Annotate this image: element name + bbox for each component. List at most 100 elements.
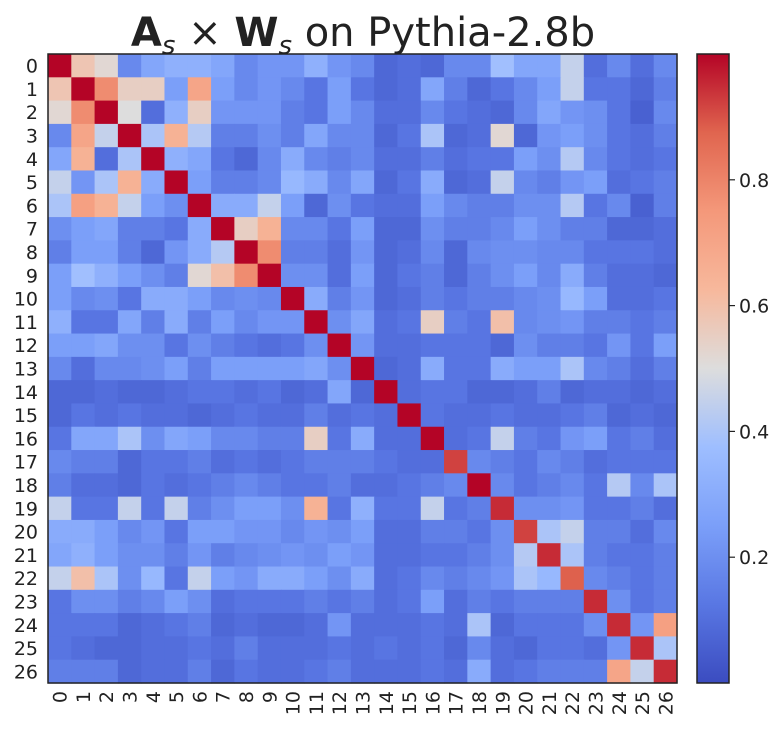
heatmap-cell <box>374 403 399 428</box>
heatmap-cell <box>537 193 562 218</box>
heatmap-cell <box>397 659 422 684</box>
heatmap-cell <box>280 170 305 195</box>
heatmap-cell <box>467 519 492 544</box>
heatmap-cell <box>560 566 585 591</box>
heatmap-cell <box>630 100 655 125</box>
heatmap-cell <box>420 123 445 148</box>
heatmap-cell <box>257 77 282 102</box>
heatmap-cell <box>537 566 562 591</box>
heatmap-cell <box>397 566 422 591</box>
row-tick-label: 4 <box>26 149 38 171</box>
heatmap-cell <box>560 54 585 78</box>
heatmap-cell <box>327 613 352 638</box>
heatmap-cell <box>117 589 142 614</box>
heatmap-cell <box>374 356 399 381</box>
heatmap-cell <box>327 566 352 591</box>
heatmap-cell <box>71 496 96 521</box>
heatmap-cell <box>374 543 399 568</box>
heatmap-cell <box>537 147 562 172</box>
column-tick-label: 2 <box>96 691 118 703</box>
heatmap-cell <box>164 54 189 78</box>
heatmap-cell <box>257 123 282 148</box>
heatmap-cell <box>304 77 329 102</box>
heatmap-cell <box>467 240 492 265</box>
row-tick-label: 17 <box>14 452 38 474</box>
heatmap-cell <box>304 100 329 125</box>
heatmap-cell <box>94 123 119 148</box>
heatmap-cell <box>513 566 538 591</box>
heatmap-cell <box>490 123 515 148</box>
heatmap-cell <box>583 333 608 358</box>
heatmap-cell <box>280 263 305 288</box>
heatmap-cell <box>304 636 329 661</box>
heatmap-cell <box>164 286 189 311</box>
heatmap-cell <box>583 77 608 102</box>
heatmap-cell <box>327 54 352 78</box>
heatmap-cell <box>583 543 608 568</box>
heatmap-cell <box>117 659 142 684</box>
heatmap-cell <box>444 543 468 568</box>
column-tick-label: 5 <box>166 691 188 703</box>
heatmap-cell <box>48 240 72 265</box>
heatmap-cell <box>327 310 352 335</box>
heatmap-cell <box>257 496 282 521</box>
heatmap-cell <box>71 613 96 638</box>
heatmap-cell <box>141 473 166 498</box>
heatmap-cell <box>630 519 655 544</box>
heatmap-cell <box>94 54 119 78</box>
heatmap-cell <box>164 147 189 172</box>
heatmap-cell <box>94 613 119 638</box>
heatmap-cell <box>211 543 235 568</box>
heatmap-cell <box>327 147 352 172</box>
heatmap-cell <box>537 519 562 544</box>
heatmap-cell <box>71 77 96 102</box>
heatmap-cell <box>117 380 142 405</box>
heatmap-cell <box>350 496 375 521</box>
heatmap-cell <box>513 147 538 172</box>
heatmap-cell <box>583 566 608 591</box>
heatmap-cell <box>374 450 399 474</box>
heatmap-cell <box>71 356 96 381</box>
heatmap-cell <box>257 170 282 195</box>
heatmap-cell <box>653 193 678 218</box>
heatmap-cell <box>560 170 585 195</box>
heatmap-cell <box>164 519 189 544</box>
heatmap-cell <box>467 380 492 405</box>
heatmap-cell <box>94 170 119 195</box>
heatmap-cell <box>607 566 632 591</box>
heatmap-cell <box>211 450 235 474</box>
column-tick-label: 19 <box>492 691 514 715</box>
colorbar-ticks: 0.2 0.4 0.6 0.8 <box>729 170 769 569</box>
heatmap-cell <box>490 170 515 195</box>
heatmap-cell <box>164 217 189 241</box>
heatmap-cell <box>653 100 678 125</box>
heatmap-cell <box>444 286 468 311</box>
heatmap-cell <box>117 77 142 102</box>
heatmap-cell <box>467 286 492 311</box>
heatmap-cell <box>211 613 235 638</box>
heatmap-cell <box>420 356 445 381</box>
heatmap-cell <box>141 147 166 172</box>
heatmap-cell <box>48 426 72 451</box>
heatmap-cell <box>350 240 375 265</box>
heatmap-cell <box>630 310 655 335</box>
heatmap-cell <box>444 100 468 125</box>
heatmap-cell <box>280 403 305 428</box>
heatmap-cell <box>327 170 352 195</box>
heatmap-cell <box>444 170 468 195</box>
heatmap-cell <box>257 240 282 265</box>
heatmap-cell <box>444 217 468 241</box>
heatmap-cell <box>444 356 468 381</box>
plot-frame <box>47 53 678 684</box>
heatmap-cell <box>397 263 422 288</box>
heatmap-cell <box>117 426 142 451</box>
heatmap-cell <box>653 426 678 451</box>
heatmap-cell <box>234 217 259 241</box>
heatmap-cell <box>48 193 72 218</box>
heatmap-cell <box>537 310 562 335</box>
heatmap-cell <box>630 147 655 172</box>
heatmap-cell <box>397 54 422 78</box>
heatmap-cell <box>164 263 189 288</box>
heatmap-cell <box>117 310 142 335</box>
row-tick-label: 7 <box>26 219 38 241</box>
